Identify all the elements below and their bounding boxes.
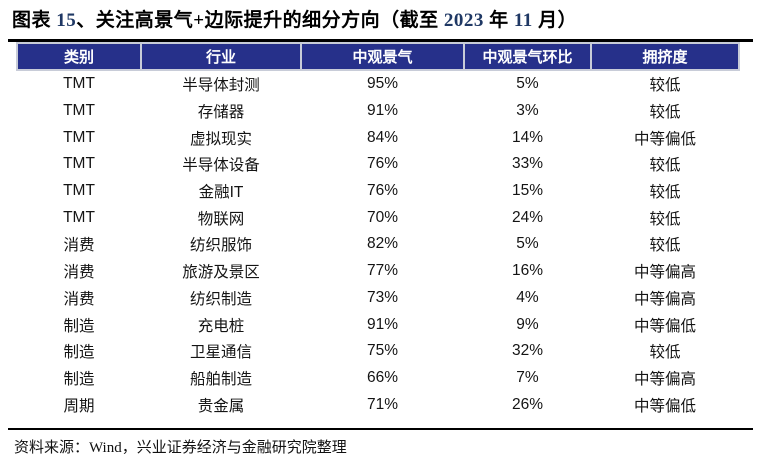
table-cell: 9%: [516, 315, 539, 333]
bottom-rule: [8, 428, 753, 430]
title-text: 、关注高景气+边际提升的细分方向（截至: [76, 10, 444, 31]
table-cell: 中等偏高: [633, 290, 696, 308]
figure-table: 类别 行业 中观景气 中观景气环比 拥挤度 TMT 半导体封测 95% 5% 较低 TMT 存储器 9…: [16, 42, 740, 418]
title-number: 2023: [443, 10, 484, 31]
header-cell: 拥挤度: [590, 42, 740, 71]
table-cell: 船舶制造: [189, 370, 252, 388]
table-cell: 84%: [366, 128, 399, 146]
table-cell: 金融IT: [198, 184, 244, 202]
table-cell: 卫星通信: [189, 344, 252, 362]
table-row: TMT 半导体设备 76% 33% 较低: [17, 151, 739, 178]
title-text: 年: [483, 10, 514, 31]
top-rule: [8, 39, 753, 42]
table-cell: 4%: [516, 288, 539, 306]
table-row: 消费 纺织制造 73% 4% 中等偏高: [17, 285, 739, 312]
table-cell: 66%: [366, 368, 399, 386]
table-cell: 制造: [63, 344, 95, 362]
table-cell: 26%: [511, 395, 544, 413]
table-row: 周期 贵金属 71% 26% 中等偏低: [17, 391, 739, 418]
table-cell: 33%: [511, 155, 544, 173]
figure-table-container: 类别 行业 中观景气 中观景气环比 拥挤度 TMT 半导体封测 95% 5% 较低 TMT 存储器 9…: [16, 42, 740, 418]
table-cell: 14%: [511, 128, 544, 146]
table-cell: TMT: [63, 208, 95, 226]
source-note: 资料来源：Wind，兴业证券经济与金融研究院整理: [14, 440, 347, 456]
header-cell: 类别: [16, 42, 142, 71]
table-cell: 消费: [63, 264, 95, 282]
table-header-row: 类别 行业 中观景气 中观景气环比 拥挤度: [16, 42, 740, 71]
header-cell: 中观景气: [300, 42, 465, 71]
table-cell: 76%: [366, 155, 399, 173]
table-cell: 消费: [63, 290, 95, 308]
table-cell: 16%: [511, 262, 544, 280]
table-cell: 75%: [366, 342, 399, 360]
header-cell: 中观景气环比: [463, 42, 592, 71]
table-cell: 82%: [366, 235, 399, 253]
table-row: 制造 充电桩 91% 9% 中等偏低: [17, 311, 739, 338]
table-cell: TMT: [63, 75, 95, 93]
table-cell: 较低: [649, 77, 681, 95]
table-cell: 5%: [516, 235, 539, 253]
title-text: 图表: [12, 10, 57, 31]
table-cell: 95%: [366, 75, 399, 93]
table-row: TMT 虚拟现实 84% 14% 中等偏低: [17, 124, 739, 151]
table-cell: 5%: [516, 75, 539, 93]
table-cell: 旅游及景区: [182, 264, 260, 282]
table-cell: 较低: [649, 210, 681, 228]
table-cell: 较低: [649, 157, 681, 175]
table-cell: 中等偏低: [633, 130, 696, 148]
table-cell: 消费: [63, 237, 95, 255]
table-cell: 70%: [366, 208, 399, 226]
table-cell: 制造: [63, 317, 95, 335]
table-row: TMT 存储器 91% 3% 较低: [17, 98, 739, 125]
table-cell: 7%: [516, 368, 539, 386]
table-cell: 纺织制造: [189, 290, 252, 308]
table-cell: 较低: [649, 344, 681, 362]
table-cell: 半导体封测: [182, 77, 260, 95]
table-cell: 73%: [366, 288, 399, 306]
table-cell: 半导体设备: [182, 157, 260, 175]
table-cell: 中等偏高: [633, 264, 696, 282]
table-row: 消费 旅游及景区 77% 16% 中等偏高: [17, 258, 739, 285]
table-row: 制造 卫星通信 75% 32% 较低: [17, 338, 739, 365]
table-cell: 3%: [516, 102, 539, 120]
table-cell: 91%: [366, 315, 399, 333]
table-cell: 贵金属: [197, 397, 245, 415]
table-cell: TMT: [63, 182, 95, 200]
table-cell: 存储器: [197, 104, 245, 122]
table-row: 制造 船舶制造 66% 7% 中等偏高: [17, 365, 739, 392]
table-cell: TMT: [63, 128, 95, 146]
title-text: 月）: [532, 10, 578, 31]
table-header: 类别 行业 中观景气 中观景气环比 拥挤度: [16, 42, 740, 71]
table-cell: 24%: [511, 208, 544, 226]
table-cell: 中等偏低: [633, 317, 696, 335]
table-row: TMT 物联网 70% 24% 较低: [17, 204, 739, 231]
header-cell: 行业: [140, 42, 302, 71]
table-cell: 物联网: [197, 210, 245, 228]
table-cell: 周期: [63, 397, 95, 415]
table-cell: 91%: [366, 102, 399, 120]
table-cell: 76%: [366, 182, 399, 200]
table-cell: 较低: [649, 104, 681, 122]
table-cell: 15%: [511, 182, 544, 200]
table-row: 消费 纺织服饰 82% 5% 较低: [17, 231, 739, 258]
table-cell: 77%: [366, 262, 399, 280]
figure-title: 图表 15、关注高景气+边际提升的细分方向（截至 2023 年 11 月）: [12, 5, 577, 32]
table-row: TMT 金融IT 76% 15% 较低: [17, 178, 739, 205]
table-cell: TMT: [63, 102, 95, 120]
table-body: TMT 半导体封测 95% 5% 较低 TMT 存储器 91% 3% 较低 TMT 虚拟现实 84% 14…: [17, 70, 739, 418]
table-cell: TMT: [63, 155, 95, 173]
table-cell: 较低: [649, 184, 681, 202]
table-cell: 71%: [366, 395, 399, 413]
table-cell: 充电桩: [197, 317, 245, 335]
table-cell: 较低: [649, 237, 681, 255]
table-cell: 中等偏低: [633, 397, 696, 415]
table-cell: 虚拟现实: [189, 130, 252, 148]
table-cell: 中等偏高: [633, 370, 696, 388]
table-row: TMT 半导体封测 95% 5% 较低: [17, 70, 739, 98]
title-number: 11: [513, 10, 533, 31]
table-cell: 制造: [63, 370, 95, 388]
table-cell: 纺织服饰: [189, 237, 252, 255]
table-cell: 32%: [511, 342, 544, 360]
title-number: 15: [56, 10, 77, 31]
